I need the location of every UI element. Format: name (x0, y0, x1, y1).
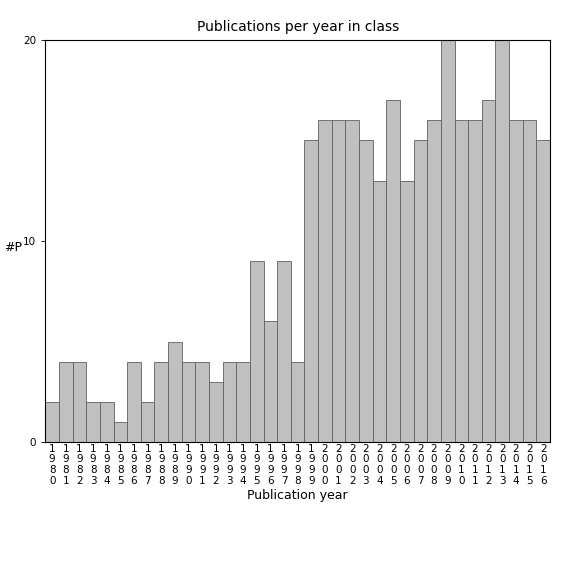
Bar (182, 362, 196, 442)
Bar (223, 362, 236, 442)
Bar (196, 362, 209, 442)
Bar (100, 402, 113, 442)
Bar (373, 180, 386, 442)
Bar (209, 382, 223, 442)
Bar (318, 120, 332, 442)
Bar (523, 120, 536, 442)
Bar (277, 261, 291, 442)
Bar (127, 362, 141, 442)
Bar (468, 120, 482, 442)
Y-axis label: #P: #P (4, 241, 22, 254)
Bar (413, 141, 428, 442)
Bar (45, 402, 59, 442)
Bar (304, 141, 318, 442)
Bar (141, 402, 154, 442)
Bar (386, 100, 400, 442)
Bar (59, 362, 73, 442)
Bar (400, 180, 413, 442)
Bar (509, 120, 523, 442)
Bar (291, 362, 304, 442)
Bar (86, 402, 100, 442)
Bar (441, 40, 455, 442)
Bar (536, 141, 550, 442)
Bar (264, 321, 277, 442)
Bar (496, 40, 509, 442)
Bar (73, 362, 86, 442)
Bar (154, 362, 168, 442)
Bar (359, 141, 373, 442)
Title: Publications per year in class: Publications per year in class (197, 20, 399, 35)
Bar (236, 362, 250, 442)
Bar (345, 120, 359, 442)
Bar (250, 261, 264, 442)
Bar (113, 422, 127, 442)
Bar (482, 100, 496, 442)
Bar (428, 120, 441, 442)
X-axis label: Publication year: Publication year (247, 489, 348, 502)
Bar (168, 341, 182, 442)
Bar (455, 120, 468, 442)
Bar (332, 120, 345, 442)
